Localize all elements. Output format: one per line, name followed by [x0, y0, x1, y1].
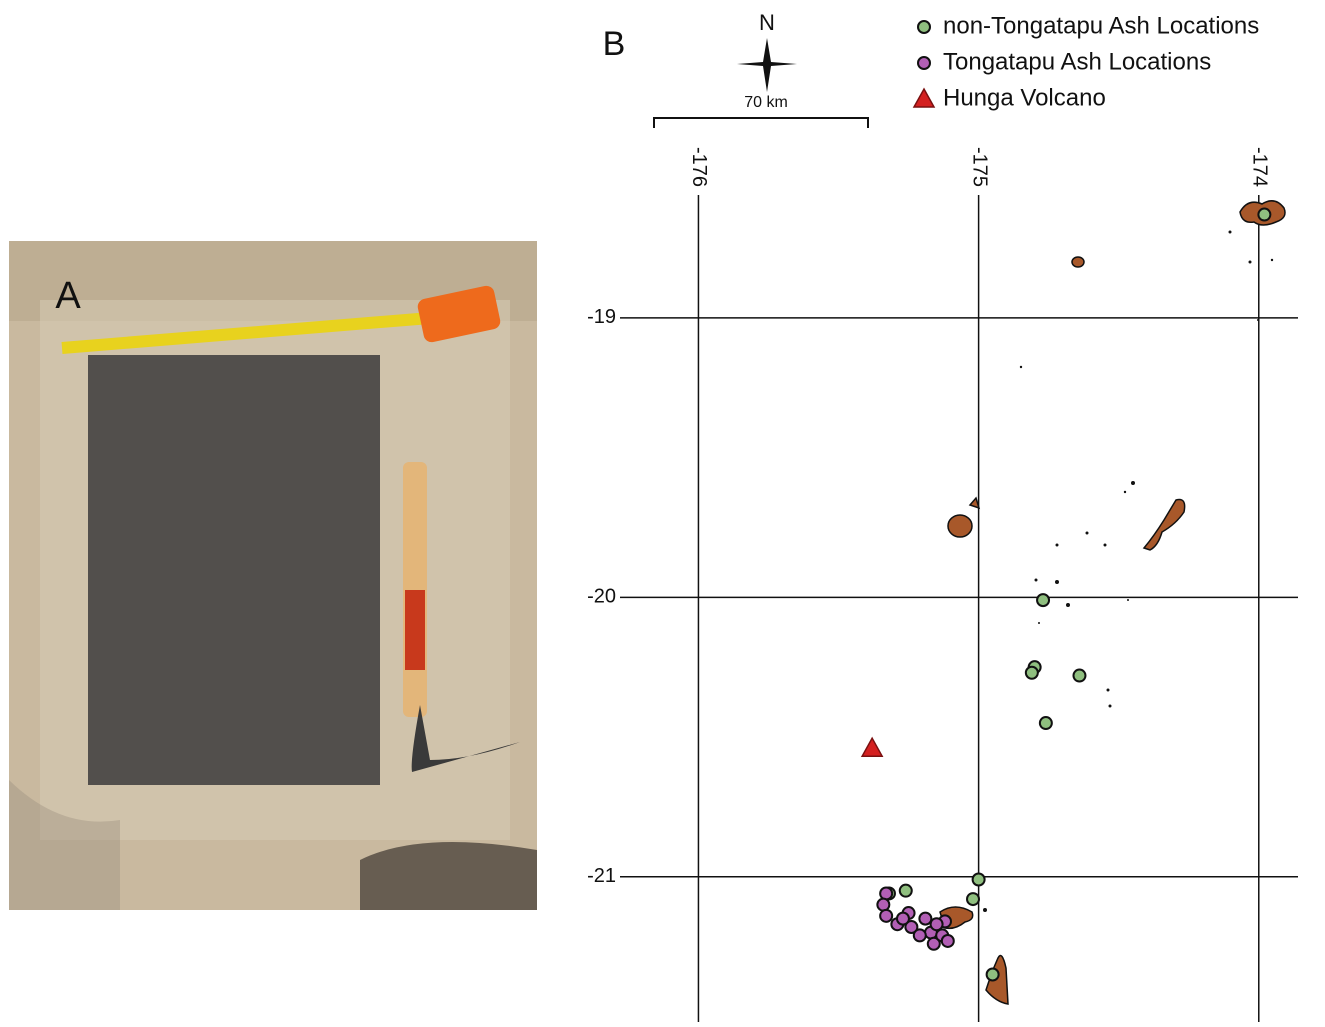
- y-tick-label: -20: [587, 586, 616, 608]
- legend-marker: [918, 57, 930, 69]
- y-tick-label: -21: [587, 865, 616, 887]
- legend-marker: [918, 21, 930, 33]
- ash-location: [900, 885, 912, 897]
- north-label: N: [759, 10, 775, 35]
- ash-location: [914, 929, 926, 941]
- grid: -176 -175 -174 -19 -20 -21: [587, 147, 1298, 1022]
- ash-location: [1037, 594, 1049, 606]
- ash-location: [973, 874, 985, 886]
- ash-location: [880, 910, 892, 922]
- ash-location: [919, 913, 931, 925]
- legend-marker: [914, 89, 934, 107]
- ash-location: [877, 899, 889, 911]
- scale-bar-label: 70 km: [744, 94, 788, 111]
- legend-label: Hunga Volcano: [943, 84, 1106, 111]
- volcano-marker: [862, 738, 882, 756]
- ash-location: [897, 913, 909, 925]
- legend-label: Tongatapu Ash Locations: [943, 48, 1211, 75]
- ash-location: [1040, 717, 1052, 729]
- small-islands: [983, 231, 1273, 913]
- ash-location: [942, 935, 954, 947]
- y-tick-label: -19: [587, 306, 616, 328]
- ash-location: [967, 893, 979, 905]
- ash-location: [1073, 670, 1085, 682]
- islands: [940, 201, 1285, 1004]
- panel-label: A: [55, 275, 81, 317]
- ash-location: [1026, 667, 1038, 679]
- legend-label: non-Tongatapu Ash Locations: [943, 12, 1259, 39]
- photo: A: [9, 241, 537, 910]
- ash-location: [987, 969, 999, 981]
- x-tick-label: -175: [968, 147, 990, 187]
- legend: non-Tongatapu Ash Locations Tongatapu Ash…: [914, 12, 1259, 111]
- ash-location: [1258, 209, 1270, 221]
- points: [862, 209, 1270, 981]
- ash-location: [931, 918, 943, 930]
- x-tick-label: -174: [1248, 147, 1270, 187]
- compass: N 70 km: [654, 10, 868, 128]
- figure: A N 70 km B -176 -175 -174 -19 -20 -21 non-To…: [0, 0, 1325, 1022]
- x-tick-label: -176: [688, 147, 710, 187]
- panel-label: B: [603, 25, 626, 63]
- ash-location: [880, 887, 892, 899]
